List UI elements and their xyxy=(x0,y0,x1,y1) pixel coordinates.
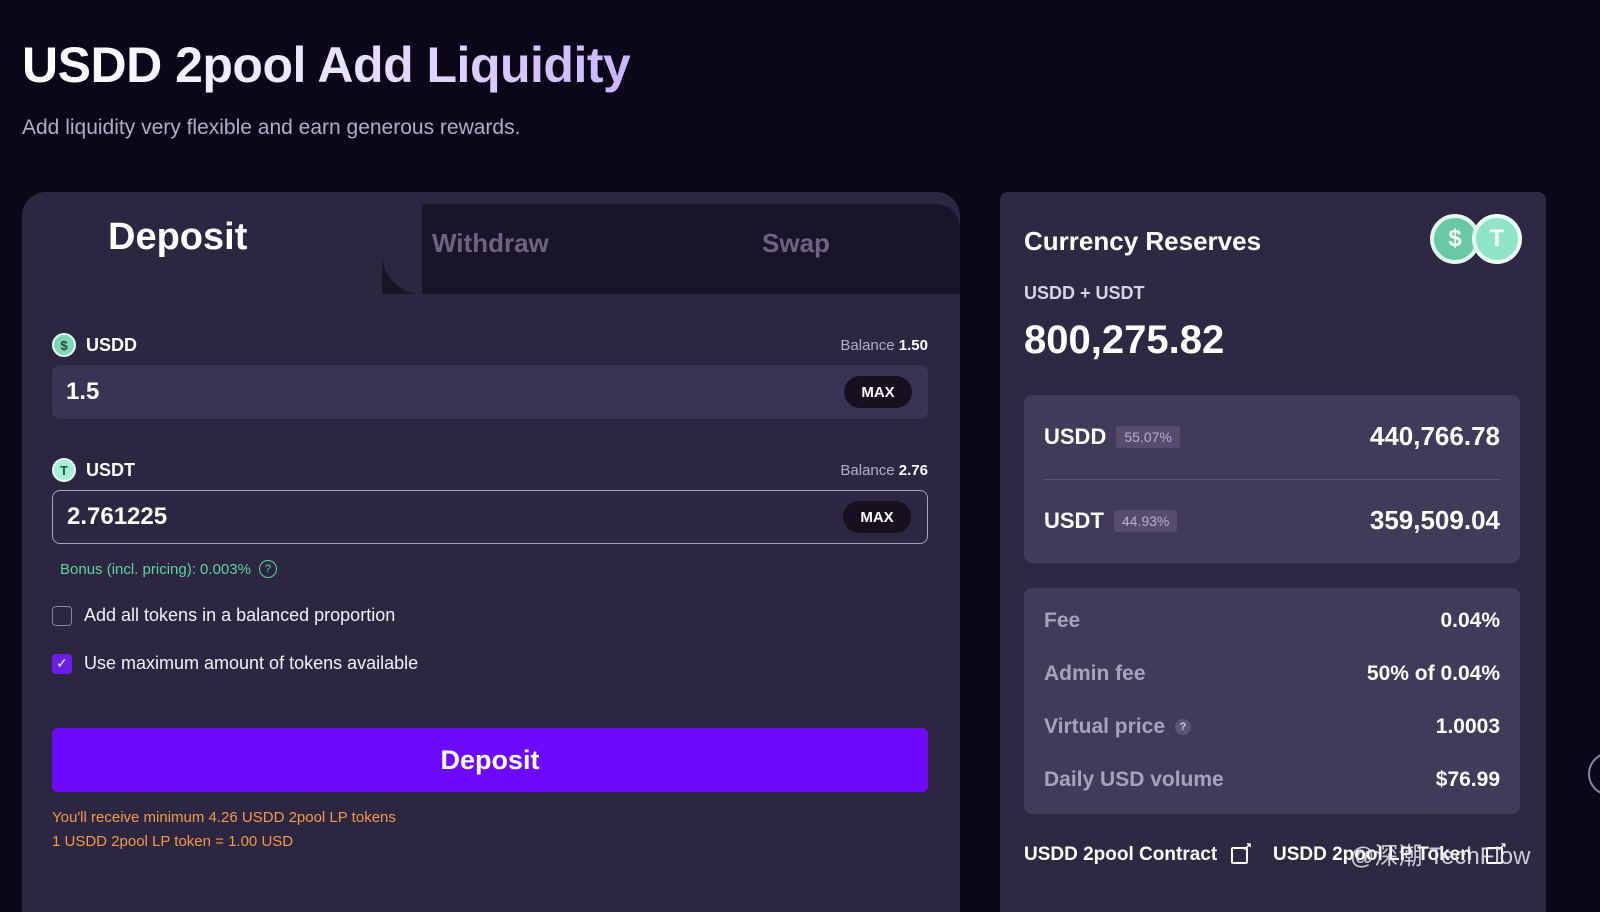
reserve-percent-badge: 44.93% xyxy=(1113,509,1178,532)
use-max-checkbox[interactable]: ✓ xyxy=(52,653,72,674)
divider xyxy=(1044,479,1500,480)
pair-label: USDD + USDT xyxy=(1024,283,1145,303)
daily-volume-label: Daily USD volume xyxy=(1044,768,1224,791)
virtual-price-label: Virtual price xyxy=(1044,715,1165,738)
active-tab-background xyxy=(22,192,422,302)
watermark: @深潮 TechFlow xyxy=(1350,843,1531,870)
usdd-amount-input[interactable]: 1.5 MAX xyxy=(52,365,928,419)
usdd-max-button[interactable]: MAX xyxy=(844,376,912,408)
reserves-panel: Currency Reserves $ T USDD + USDT 800,27… xyxy=(1000,192,1546,912)
tab-swap[interactable]: Swap xyxy=(762,228,830,258)
virtual-price-label-wrap: Virtual price ? xyxy=(1044,715,1191,739)
lp-token-label[interactable]: USDD 2pool LP Token xyxy=(1273,844,1472,865)
admin-fee-row: Admin fee 50% of 0.04% xyxy=(1044,662,1500,686)
reserve-amount: 359,509.04 xyxy=(1369,505,1500,535)
reserves-title: Currency Reserves xyxy=(1024,226,1262,256)
usdd-coin-icon: $ xyxy=(52,333,76,357)
lp-rate-note: 1 USDD 2pool LP token = 1.00 USD xyxy=(52,833,294,850)
daily-volume-value: $76.99 xyxy=(1435,768,1500,791)
reserve-percent-badge: 55.07% xyxy=(1116,425,1180,448)
usdd-balance: Balance 1.50 xyxy=(840,337,928,354)
usdt-amount-input[interactable]: 2.761225 MAX xyxy=(52,490,928,544)
usdt-coin-icon: T xyxy=(1472,214,1522,264)
balanced-proportion-label[interactable]: Add all tokens in a balanced proportion xyxy=(84,605,396,625)
usdd-balance-value: 1.50 xyxy=(898,337,928,354)
page-subtitle: Add liquidity very flexible and earn gen… xyxy=(22,116,521,139)
reserves-breakdown-card: USDD 55.07% 440,766.78 USDT 44.93% 359,5… xyxy=(1024,395,1520,563)
help-icon[interactable]: ? xyxy=(1175,719,1191,735)
admin-fee-value: 50% of 0.04% xyxy=(1366,662,1500,685)
reserve-coin: USDD xyxy=(1044,423,1107,449)
scroll-circle-icon[interactable] xyxy=(1588,752,1600,796)
usdt-amount-value[interactable]: 2.761225 xyxy=(67,503,168,530)
total-reserves: 800,275.82 xyxy=(1024,318,1225,362)
usdt-label: USDT xyxy=(86,459,135,480)
external-link-icon[interactable] xyxy=(1485,840,1507,864)
use-max-label[interactable]: Use maximum amount of tokens available xyxy=(84,653,419,673)
page-title: USDD 2pool Add Liquidity xyxy=(22,37,631,93)
usdt-coin-icon: T xyxy=(52,458,76,482)
help-icon[interactable]: ? xyxy=(258,560,277,578)
fee-value: 0.04% xyxy=(1440,609,1500,632)
reserve-amount: 440,766.78 xyxy=(1369,421,1500,451)
pool-contract-link[interactable]: USDD 2pool Contract xyxy=(1024,840,1252,866)
deposit-button[interactable]: Deposit xyxy=(52,728,928,792)
pair-icons: $ T xyxy=(1430,214,1522,268)
virtual-price-value: 1.0003 xyxy=(1435,715,1500,738)
usdt-field-label: T USDT xyxy=(52,458,135,482)
receive-minimum-note: You'll receive minimum 4.26 USDD 2pool L… xyxy=(52,809,396,826)
pool-contract-label[interactable]: USDD 2pool Contract xyxy=(1024,844,1218,865)
tab-deposit[interactable]: Deposit xyxy=(108,216,248,258)
usdd-label: USDD xyxy=(86,334,138,355)
bonus-info: Bonus (incl. pricing): 0.003% ? xyxy=(60,560,277,578)
reserve-row-usdt: USDT 44.93% 359,509.04 xyxy=(1044,505,1500,536)
usdt-balance-label: Balance xyxy=(840,462,895,479)
usdd-balance-label: Balance xyxy=(840,337,895,354)
daily-volume-row: Daily USD volume $76.99 xyxy=(1044,768,1500,792)
fee-row: Fee 0.04% xyxy=(1044,609,1500,633)
usdt-balance-value: 2.76 xyxy=(898,462,928,479)
balanced-proportion-option[interactable]: Add all tokens in a balanced proportion xyxy=(52,605,395,626)
reserve-coin: USDT xyxy=(1044,507,1104,533)
liquidity-panel: Deposit Withdraw Swap $ USDD Balance 1.5… xyxy=(22,192,960,912)
lp-token-link[interactable]: USDD 2pool LP Token xyxy=(1273,840,1507,866)
tab-withdraw[interactable]: Withdraw xyxy=(432,228,549,258)
reserve-row-usdd: USDD 55.07% 440,766.78 xyxy=(1044,421,1500,452)
pool-stats-card: Fee 0.04% Admin fee 50% of 0.04% Virtual… xyxy=(1024,588,1520,814)
usdd-amount-value[interactable]: 1.5 xyxy=(66,378,100,405)
balanced-proportion-checkbox[interactable] xyxy=(52,605,72,626)
virtual-price-row: Virtual price ? 1.0003 xyxy=(1044,715,1500,739)
admin-fee-label: Admin fee xyxy=(1044,662,1146,685)
external-link-icon[interactable] xyxy=(1231,840,1252,864)
usdt-balance: Balance 2.76 xyxy=(840,462,928,479)
usdt-max-button[interactable]: MAX xyxy=(843,501,911,533)
tab-strip xyxy=(357,204,960,294)
bonus-text: Bonus (incl. pricing): 0.003% xyxy=(60,560,251,578)
fee-label: Fee xyxy=(1044,609,1081,632)
usdd-field-label: $ USDD xyxy=(52,333,137,357)
use-max-option[interactable]: ✓ Use maximum amount of tokens available xyxy=(52,653,418,674)
